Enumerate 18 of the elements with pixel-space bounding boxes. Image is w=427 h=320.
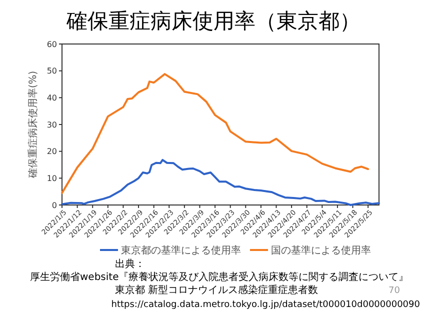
y-tick-label: 30 [46,120,57,130]
y-axis-title: 確保重症病床使用率(%) [27,70,39,180]
line-series [61,73,370,194]
text: 東京都 新型コロナウイルス感染症重症患者数 [115,284,318,296]
y-tick-label: 20 [46,147,57,156]
y-tick-label: 40 [46,93,57,102]
legend-label: 国の基準による使用率 [271,244,371,256]
text: 厚生労働省website『療養状況等及び入院患者受入病床数等に関する調査について』 [30,271,409,283]
y-tick-label: 0 [52,200,57,210]
text: 70 [388,286,400,296]
y-tick-label: 10 [46,174,57,183]
chart-title: 確保重症病床使用率（東京都） [66,9,360,33]
line-series [61,158,380,206]
text: https://catalog.data.metro.tokyo.lg.jp/dataset/t000010d0000000090 [111,300,420,310]
legend-label: 東京都の基準による使用率 [121,244,241,256]
y-tick-label: 50 [46,66,57,76]
y-tick-label: 60 [46,40,57,49]
source-note: 出典： [115,258,145,270]
